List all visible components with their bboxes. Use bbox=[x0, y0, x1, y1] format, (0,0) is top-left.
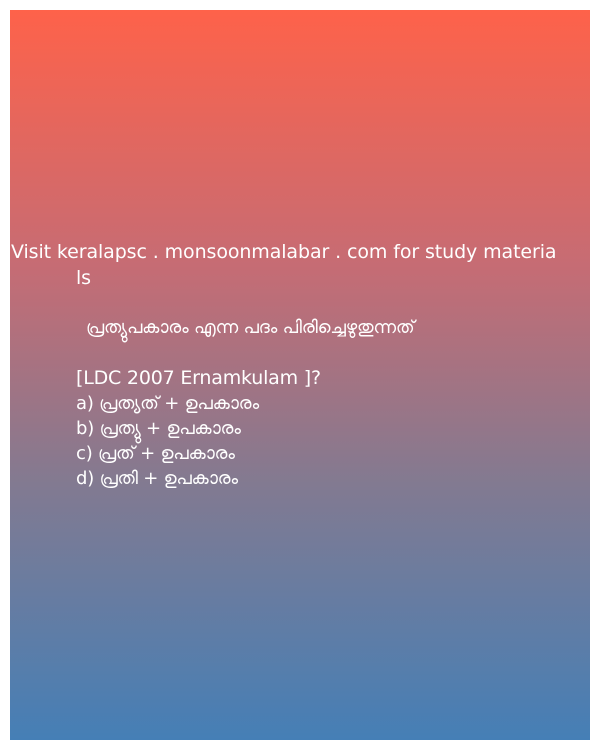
option-b: b) പ്രത്യു + ഉപകാരം bbox=[76, 418, 241, 439]
option-c: c) പ്രത് + ഉപകാരം bbox=[76, 443, 235, 464]
promo-text-line-2: ls bbox=[76, 267, 91, 289]
option-d: d) പ്രതി + ഉപകാരം bbox=[76, 468, 238, 489]
question-text: പ്രത്യുപകാരം എന്ന പദം പിരിച്ചെഴുതുന്നത് bbox=[86, 317, 415, 338]
promo-text-line-1: Visit keralapsc . monsoonmalabar . com f… bbox=[11, 241, 557, 263]
option-a: a) പ്രത്യത് + ഉപകാരം bbox=[76, 393, 259, 414]
question-card: Visit keralapsc . monsoonmalabar . com f… bbox=[10, 10, 590, 740]
exam-tag: [LDC 2007 Ernamkulam ]? bbox=[76, 367, 321, 389]
